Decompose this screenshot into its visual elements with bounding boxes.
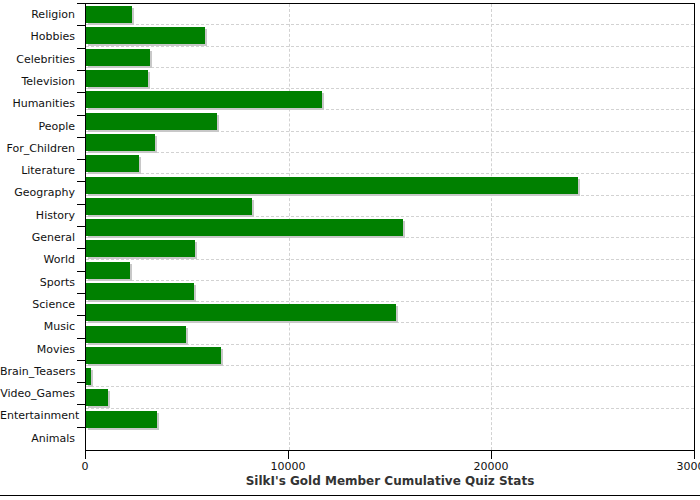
bar-for_children (86, 134, 155, 151)
chart-row (86, 260, 694, 281)
x-axis-tick (491, 451, 492, 459)
bar-celebrities (86, 49, 150, 66)
bar-hobbies (86, 27, 205, 44)
bar-music (86, 304, 396, 321)
chart-row (86, 4, 694, 25)
chart-row (86, 47, 694, 68)
y-axis-label-entertainment: Entertainment (0, 405, 75, 427)
y-axis-tick (77, 293, 85, 294)
chart-row (86, 366, 694, 387)
y-axis-tick (77, 382, 85, 383)
chart-row (86, 323, 694, 344)
y-axis-label-geography: Geography (0, 182, 75, 204)
y-axis-tick (77, 3, 85, 4)
x-axis-tick-label: 20000 (474, 460, 509, 473)
chart-row (86, 387, 694, 408)
chart-row (86, 25, 694, 46)
bar-entertainment (86, 389, 108, 406)
y-axis-label-television: Television (0, 71, 75, 93)
y-axis-tick (77, 338, 85, 339)
y-axis-tick (77, 315, 85, 316)
chart-row (86, 174, 694, 195)
bar-humanities (86, 91, 322, 108)
chart-row (86, 132, 694, 153)
x-axis-tick-label: 30000 (677, 460, 700, 473)
y-axis-label-animals: Animals (0, 428, 75, 450)
y-axis-tick (77, 226, 85, 227)
y-axis-label-movies: Movies (0, 339, 75, 361)
chart-row (86, 302, 694, 323)
y-axis-label-sports: Sports (0, 272, 75, 294)
y-axis-tick (77, 181, 85, 182)
y-axis-tick (77, 25, 85, 26)
chart-row (86, 281, 694, 302)
y-axis-label-religion: Religion (0, 4, 75, 26)
chart-row (86, 153, 694, 174)
chart-row (86, 409, 694, 431)
bar-literature (86, 155, 139, 172)
y-axis-tick (77, 115, 85, 116)
y-axis-label-history: History (0, 205, 75, 227)
bar-science (86, 283, 194, 300)
x-axis-tick-label: 0 (82, 460, 89, 473)
y-axis-label-celebrities: Celebrities (0, 49, 75, 71)
y-axis-tick (77, 137, 85, 138)
chart-row (86, 110, 694, 131)
chart-row (86, 238, 694, 259)
chart-title: SilkI's Gold Member Cumulative Quiz Stat… (85, 474, 695, 488)
y-axis-label-hobbies: Hobbies (0, 26, 75, 48)
y-axis-label-general: General (0, 227, 75, 249)
y-axis-tick (77, 204, 85, 205)
x-axis-tick (85, 451, 86, 459)
quiz-stats-bar-chart: ReligionHobbiesCelebritiesTelevisionHuma… (0, 0, 700, 500)
x-axis-tick-label: 10000 (271, 460, 306, 473)
y-axis-tick (77, 70, 85, 71)
y-axis-tick (77, 159, 85, 160)
bar-video_games (86, 368, 91, 385)
y-axis-tick (77, 271, 85, 272)
y-axis-label-music: Music (0, 316, 75, 338)
y-axis-tick (77, 427, 85, 428)
y-axis-tick (77, 404, 85, 405)
y-axis-tick (77, 92, 85, 93)
chart-row (86, 345, 694, 366)
bar-world (86, 240, 195, 257)
bar-geography (86, 177, 578, 194)
y-axis-label-brain_teasers: Brain_Teasers (0, 361, 75, 383)
y-axis-tick (77, 248, 85, 249)
y-axis-tick (77, 360, 85, 361)
bar-people (86, 113, 217, 130)
bar-history (86, 198, 252, 215)
x-axis-tick (288, 451, 289, 459)
plot-area (85, 3, 695, 451)
y-axis-label-for_children: For_Children (0, 138, 75, 160)
chart-row (86, 89, 694, 110)
y-axis-label-science: Science (0, 294, 75, 316)
chart-row (86, 217, 694, 238)
bar-sports (86, 262, 130, 279)
bar-general (86, 219, 403, 236)
y-axis-label-people: People (0, 116, 75, 138)
bar-movies (86, 326, 186, 343)
bar-brain_teasers (86, 347, 221, 364)
y-axis-label-world: World (0, 249, 75, 271)
y-axis-label-literature: Literature (0, 160, 75, 182)
y-axis-label-video_games: Video_Games (0, 383, 75, 405)
bar-television (86, 70, 148, 87)
bar-religion (86, 6, 132, 23)
chart-row (86, 68, 694, 89)
chart-row (86, 196, 694, 217)
y-axis-label-humanities: Humanities (0, 93, 75, 115)
bottom-edge-line (0, 495, 700, 496)
x-axis-tick (694, 451, 695, 459)
y-axis-tick (77, 48, 85, 49)
bar-animals (86, 411, 157, 428)
